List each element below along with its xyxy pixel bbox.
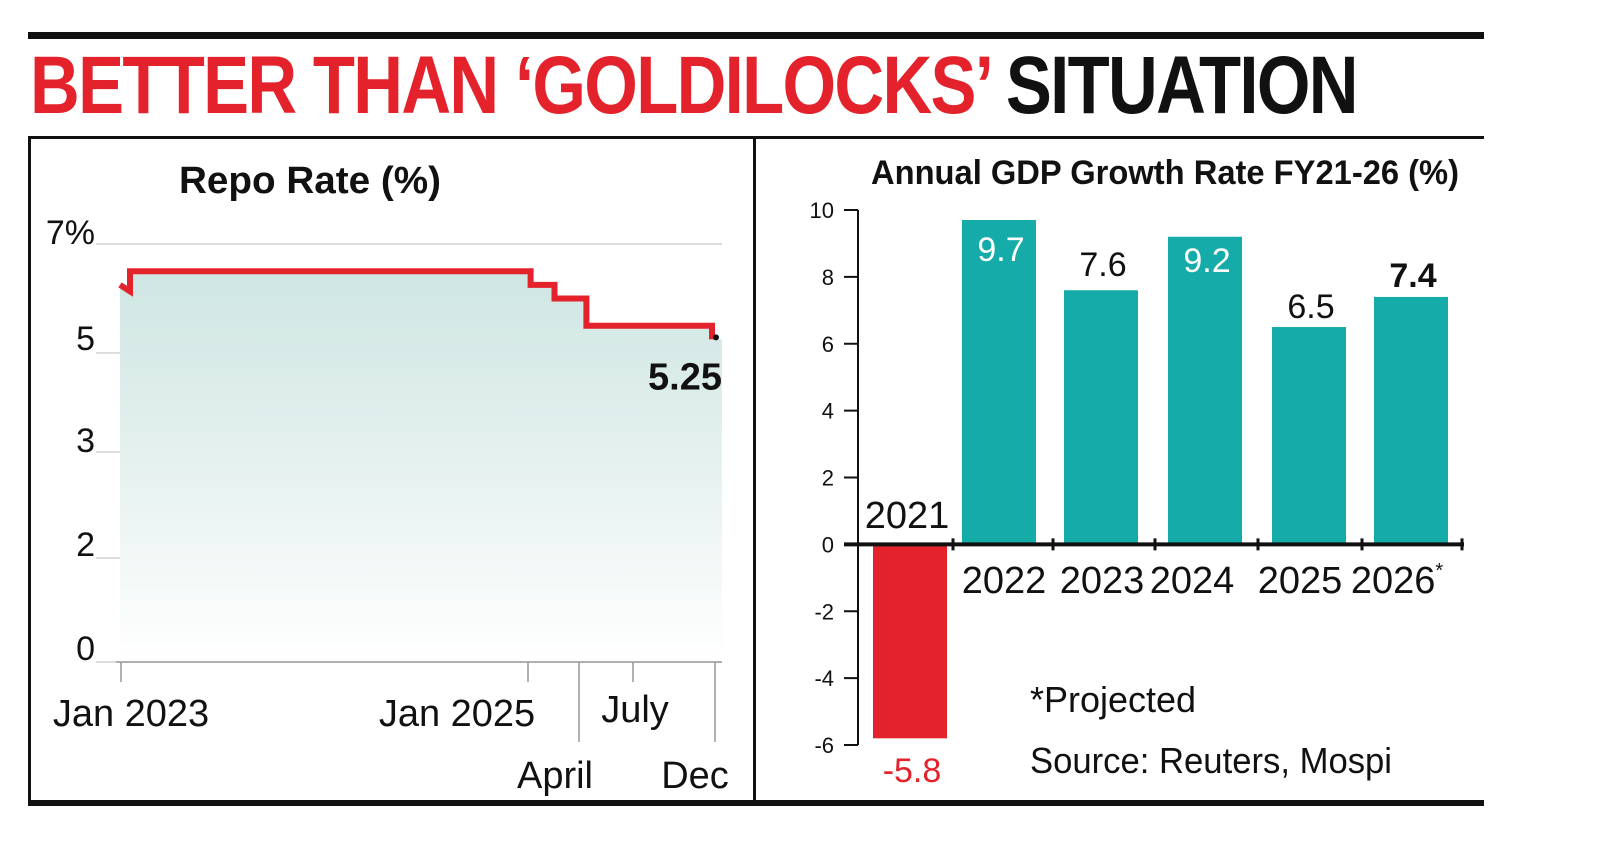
gdp-category-label: 2025 — [1258, 560, 1343, 602]
gdp-bars — [873, 220, 1448, 739]
gdp-growth-chart: Annual GDP Growth Rate FY21-26 (%) 10 8 6 4… — [810, 154, 1464, 790]
headline-black-part: SITUATION — [1005, 40, 1359, 131]
projected-asterisk: * — [1435, 560, 1443, 582]
gdp-value-label: -5.8 — [883, 752, 942, 790]
gdp-bar-2021 — [873, 544, 947, 739]
gdp-value-label: 6.5 — [1287, 288, 1334, 326]
gdp-y-tick-label: -6 — [814, 733, 834, 758]
gdp-category-label: 2021 — [865, 495, 950, 537]
repo-x-tick-label: Jan 2025 — [379, 693, 535, 735]
gdp-y-tick-label: 8 — [822, 265, 834, 290]
gdp-category-labels: 2021 2022 2023 2024 2025 2026* — [865, 495, 1444, 602]
gdp-category-label: 2022 — [962, 560, 1047, 602]
source-note: Source: Reuters, Mospi — [1030, 740, 1392, 781]
gdp-y-tick-label: -4 — [814, 666, 834, 691]
repo-y-tick-label: 3 — [76, 422, 95, 460]
headline: BETTER THAN ‘GOLDILOCKS’ SITUATION — [30, 38, 1359, 134]
gdp-category-label: 2024 — [1150, 560, 1235, 602]
gdp-chart-title: Annual GDP Growth Rate FY21-26 (%) — [871, 154, 1459, 192]
gdp-y-tick-label: 2 — [822, 466, 834, 491]
gdp-y-tick-label: 10 — [810, 198, 834, 223]
repo-rate-end-dot — [713, 334, 719, 341]
repo-x-tick-label: April — [517, 755, 593, 797]
repo-chart-title: Repo Rate (%) — [179, 160, 441, 202]
repo-rate-last-value-label: 5.25 — [648, 356, 722, 398]
repo-x-tick-label: July — [601, 689, 669, 731]
projected-note: *Projected — [1030, 679, 1196, 720]
header-underline — [28, 136, 1484, 139]
gdp-value-label: 7.6 — [1079, 246, 1126, 284]
headline-red-part: BETTER THAN ‘GOLDILOCKS’ — [30, 40, 990, 131]
gdp-zero-axis — [844, 538, 1464, 551]
repo-y-tick-label: 5 — [76, 320, 95, 358]
repo-y-axis: 7% 5 3 2 0 — [46, 214, 95, 668]
repo-x-tick-label: Dec — [661, 755, 729, 797]
gdp-bar-2025 — [1272, 327, 1346, 545]
repo-x-tick-label: Jan 2023 — [53, 693, 209, 735]
gdp-y-tick-label: 4 — [822, 399, 834, 424]
left-border — [28, 136, 31, 804]
gdp-y-tick-label: 0 — [822, 532, 834, 557]
gdp-value-label: 7.4 — [1389, 257, 1436, 295]
gdp-y-axis: 10 8 6 4 2 0 -2 -4 -6 — [810, 198, 858, 758]
repo-y-tick-label: 7% — [46, 214, 95, 252]
gdp-bar-2023 — [1064, 290, 1138, 545]
bottom-rule — [28, 800, 1484, 806]
top-rule — [28, 32, 1484, 39]
gdp-value-label: 9.2 — [1183, 242, 1230, 280]
repo-y-tick-label: 0 — [76, 630, 95, 668]
gdp-category-label: 2023 — [1060, 560, 1145, 602]
gdp-bar-2026 — [1374, 296, 1448, 545]
gdp-bar-2024 — [1168, 236, 1242, 545]
repo-rate-area-fill — [120, 271, 722, 662]
gdp-value-label: 9.7 — [977, 231, 1024, 269]
panel-divider — [753, 136, 756, 804]
gdp-category-label: 2026* — [1351, 560, 1444, 602]
repo-y-tick-label: 2 — [76, 526, 95, 564]
gdp-y-tick-label: -2 — [814, 599, 834, 624]
repo-rate-line — [118, 268, 715, 340]
gdp-value-labels: -5.8 9.7 7.6 9.2 6.5 7.4 — [883, 231, 1437, 790]
gdp-bar-2022 — [962, 220, 1036, 545]
gdp-y-tick-label: 6 — [822, 332, 834, 357]
